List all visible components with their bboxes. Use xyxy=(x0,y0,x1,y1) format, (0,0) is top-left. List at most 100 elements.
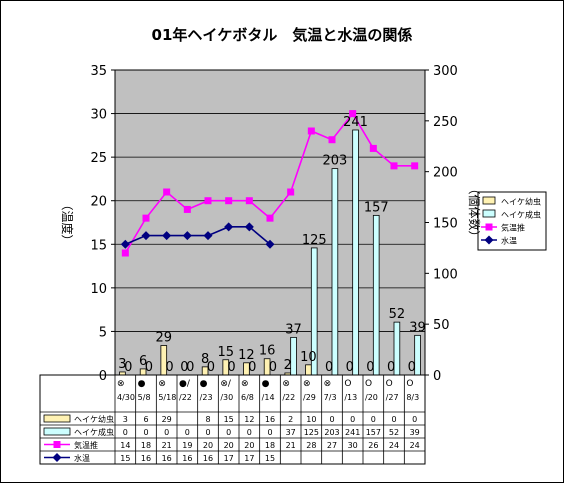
legend-label: ヘイケ幼虫 xyxy=(501,197,541,207)
data-label: 10 xyxy=(300,350,317,365)
category-label: /29 xyxy=(303,393,316,402)
table-cell: 125 xyxy=(304,428,319,437)
table-cell: 16 xyxy=(203,454,213,463)
y-left-tick-label: 10 xyxy=(90,282,107,297)
y-left-tick-label: 25 xyxy=(90,151,107,166)
air-temp-point xyxy=(390,162,398,170)
category-label: 5/8 xyxy=(138,393,151,402)
data-label: 12 xyxy=(238,348,255,363)
air-temp-point xyxy=(121,249,129,257)
table-cell: 0 xyxy=(267,428,272,437)
table-cell: 15 xyxy=(265,454,275,463)
category-marker: ⊗ xyxy=(282,379,290,389)
air-temp-point xyxy=(307,127,315,135)
category-marker: ⊗ xyxy=(241,379,249,389)
table-cell: 14 xyxy=(120,441,130,450)
y-right-tick-label: 50 xyxy=(433,318,450,333)
category-marker: ⊗ xyxy=(303,379,311,389)
category-marker: O xyxy=(344,379,351,389)
data-label: 0 xyxy=(207,360,215,375)
bar-adult xyxy=(372,214,380,376)
table-cell: 0 xyxy=(205,428,210,437)
y-right-tick-label: 150 xyxy=(433,217,458,232)
water-temp-point xyxy=(244,222,254,232)
chart-title: 01年ヘイケボタル 気温と水温の関係 xyxy=(152,26,413,44)
category-label: /23 xyxy=(200,393,213,402)
category-label: /13 xyxy=(344,393,357,402)
table-cell: 0 xyxy=(391,415,396,424)
table-cell: 20 xyxy=(224,441,234,450)
category-label: /20 xyxy=(365,393,378,402)
table-row-label: ヘイケ成虫 xyxy=(74,427,114,437)
air-temp-point xyxy=(163,188,171,196)
legend-marker xyxy=(484,235,494,245)
data-label: 0 xyxy=(325,360,333,375)
table-cell: 21 xyxy=(162,441,172,450)
bar-adult xyxy=(352,129,359,376)
category-label: /22 xyxy=(179,393,192,402)
table-cell: 26 xyxy=(368,441,378,450)
water-temp-point xyxy=(141,231,151,241)
table-cell: 16 xyxy=(141,454,151,463)
y-left-tick-label: 30 xyxy=(90,108,107,123)
category-label: 6/8 xyxy=(241,393,254,402)
data-label: 0 xyxy=(165,360,173,375)
air-temp-point xyxy=(266,214,274,222)
table-cell: 0 xyxy=(226,428,231,437)
air-temp-point xyxy=(287,188,295,196)
table-cell: 18 xyxy=(141,441,151,450)
y-left-tick-label: 20 xyxy=(90,195,107,210)
air-temp-point xyxy=(183,205,191,213)
data-label: 0 xyxy=(124,360,132,375)
table-cell: 18 xyxy=(265,441,275,450)
table-cell: 0 xyxy=(329,415,334,424)
data-label: 0 xyxy=(387,360,395,375)
data-label: 39 xyxy=(409,320,426,335)
table-row-label: ヘイケ幼虫 xyxy=(74,414,114,424)
data-label: 0 xyxy=(366,360,374,375)
category-marker: ⊗ xyxy=(324,379,332,389)
table-cell: 0 xyxy=(164,428,169,437)
data-label: 0 xyxy=(346,360,354,375)
table-cell: 0 xyxy=(412,415,417,424)
category-label: 7/3 xyxy=(324,393,337,402)
category-label: 5/18 xyxy=(158,393,176,402)
air-temp-point xyxy=(142,214,150,222)
bar-adult xyxy=(331,168,339,376)
legend-label: ヘイケ成虫 xyxy=(501,210,541,220)
table-cell: 3 xyxy=(123,415,128,424)
table-cell: 0 xyxy=(185,428,190,437)
table-cell: 203 xyxy=(324,428,339,437)
category-label: /14 xyxy=(262,393,275,402)
table-legend-swatch xyxy=(43,427,71,436)
y-right-tick-label: 200 xyxy=(433,166,458,181)
table-cell: 0 xyxy=(371,415,376,424)
water-temp-point xyxy=(224,222,234,232)
data-label: 37 xyxy=(285,322,302,337)
table-cell: 19 xyxy=(182,441,192,450)
table-cell: 39 xyxy=(410,428,420,437)
table-cell: 17 xyxy=(224,454,234,463)
table-cell: 52 xyxy=(389,428,399,437)
data-label: 241 xyxy=(343,115,368,130)
table-cell: 241 xyxy=(345,428,360,437)
y-axis-right-label: （個体数） xyxy=(467,182,482,242)
table-cell: 21 xyxy=(286,441,296,450)
category-marker: ● xyxy=(200,379,208,389)
air-temp-point xyxy=(204,197,212,205)
air-temp-point xyxy=(245,197,253,205)
data-label: 125 xyxy=(302,233,327,248)
table-cell: 16 xyxy=(182,454,192,463)
legend-label: 水温 xyxy=(501,236,517,246)
table-legend-swatch xyxy=(43,414,71,423)
category-marker: ● xyxy=(262,379,270,389)
data-label: 52 xyxy=(389,307,406,322)
category-marker: ⊗/ xyxy=(220,379,232,389)
table-cell: 24 xyxy=(410,441,420,450)
legend-swatch xyxy=(482,209,496,218)
data-label: 8 xyxy=(201,352,209,367)
air-temp-point xyxy=(369,144,377,152)
category-label: 4/30 xyxy=(117,393,135,402)
table-cell: 0 xyxy=(143,428,148,437)
data-label: 0 xyxy=(180,360,188,375)
